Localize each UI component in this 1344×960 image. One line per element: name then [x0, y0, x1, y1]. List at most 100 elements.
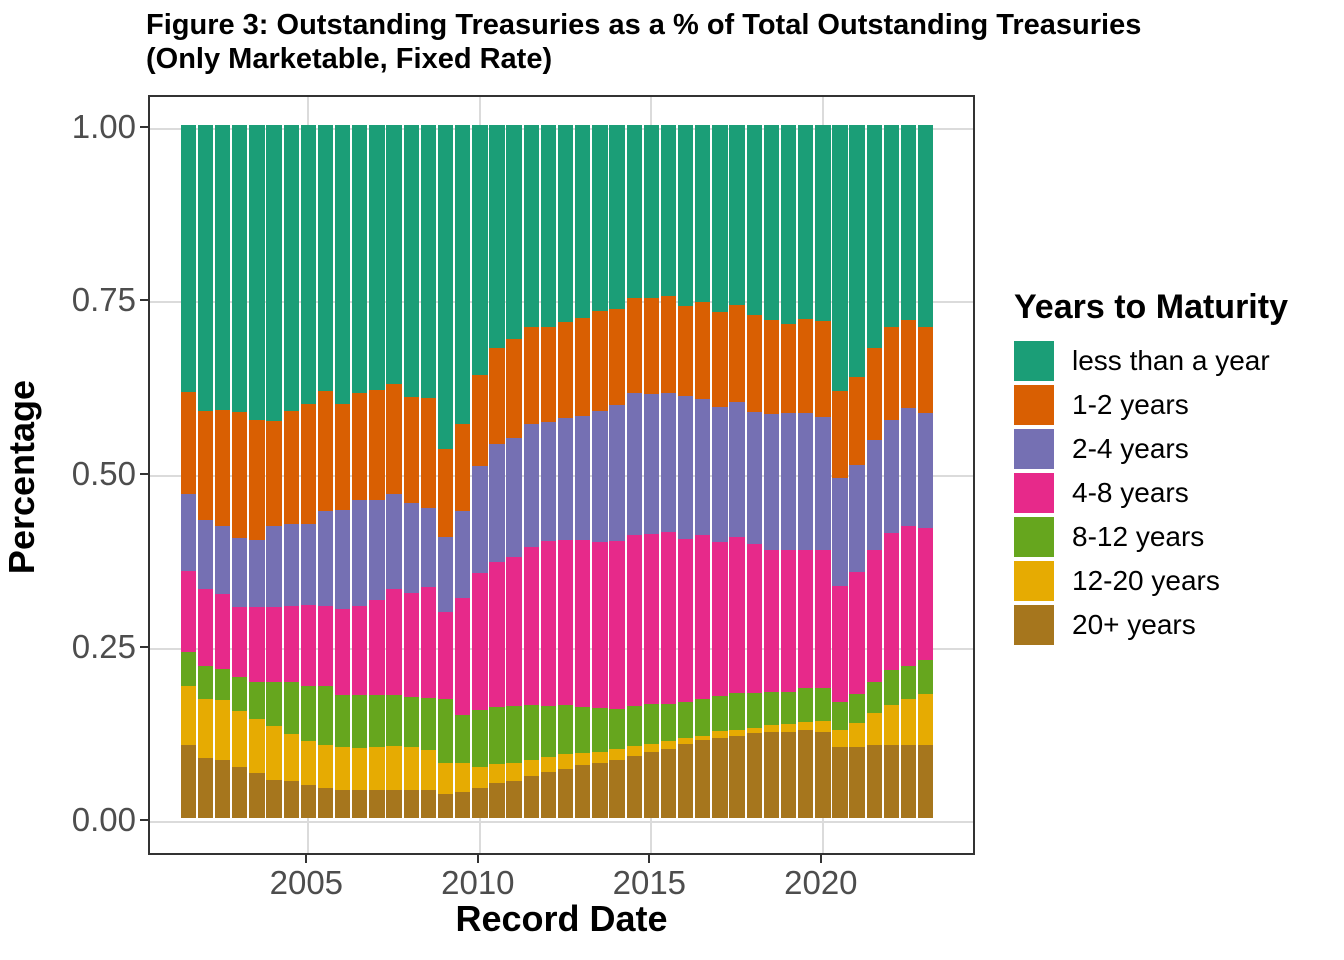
stacked-bar-2006	[334, 125, 351, 818]
segment-less-than-a-year	[883, 125, 900, 327]
segment-8-12-years	[180, 651, 196, 687]
segment-2-4-years	[232, 538, 248, 607]
segment-8-12-years	[506, 706, 522, 764]
segment-8-12-years	[386, 694, 402, 746]
segment-8-12-years	[798, 687, 814, 722]
stacked-bar-2021	[849, 125, 865, 818]
segment-8-12-years	[523, 705, 539, 760]
segment-20-years	[180, 744, 196, 818]
segment-20-years	[746, 732, 762, 818]
segment-less-than-a-year	[609, 125, 625, 309]
stacked-bar-2021.5	[866, 125, 882, 818]
segment-less-than-a-year	[712, 125, 728, 313]
segment-1-2-years	[523, 326, 539, 425]
segment-2-4-years	[746, 411, 762, 545]
segment-2-4-years	[334, 510, 351, 610]
segment-4-8-years	[729, 537, 745, 694]
stacked-bar-2005	[300, 125, 317, 818]
segment-12-20-years	[266, 725, 282, 780]
segment-2-4-years	[455, 511, 471, 599]
segment-less-than-a-year	[900, 125, 917, 321]
stacked-bar-2019	[780, 125, 797, 818]
segment-1-2-years	[883, 326, 900, 421]
segment-1-2-years	[763, 320, 780, 415]
segment-20-years	[832, 746, 848, 818]
segment-4-8-years	[763, 549, 780, 692]
stacked-bar-2001.5	[180, 125, 196, 818]
segment-20-years	[798, 730, 814, 818]
segment-8-12-years	[489, 707, 505, 764]
segment-12-20-years	[334, 747, 351, 790]
stacked-bar-2008.5	[420, 125, 437, 818]
segment-8-12-years	[900, 665, 917, 699]
segment-4-8-years	[472, 573, 488, 710]
segment-12-20-years	[780, 724, 797, 733]
stacked-bar-2010	[472, 125, 488, 818]
segment-20-years	[900, 744, 917, 818]
stacked-bar-2012.5	[557, 125, 574, 818]
segment-12-20-years	[918, 693, 934, 745]
segment-1-2-years	[403, 396, 419, 504]
segment-less-than-a-year	[849, 125, 865, 378]
segment-1-2-years	[472, 375, 488, 466]
segment-8-12-years	[437, 698, 454, 764]
segment-4-8-years	[540, 540, 557, 706]
segment-2-4-years	[214, 525, 231, 594]
segment-8-12-years	[660, 703, 677, 742]
segment-12-20-years	[317, 744, 334, 788]
segment-4-8-years	[352, 605, 368, 696]
segment-12-20-years	[232, 711, 248, 767]
segment-1-2-years	[746, 314, 762, 412]
segment-8-12-years	[472, 709, 488, 767]
segment-less-than-a-year	[472, 125, 488, 376]
segment-12-20-years	[883, 705, 900, 745]
segment-8-12-years	[677, 702, 694, 739]
segment-1-2-years	[334, 404, 351, 511]
x-tick-mark	[648, 855, 651, 863]
segment-4-8-years	[249, 607, 265, 682]
segment-less-than-a-year	[352, 125, 368, 394]
segment-4-8-years	[317, 605, 334, 687]
stacked-bar-2003	[232, 125, 248, 818]
segment-4-8-years	[266, 606, 282, 683]
segment-2-4-years	[918, 413, 934, 528]
segment-4-8-years	[557, 540, 574, 706]
segment-1-2-years	[506, 339, 522, 439]
segment-less-than-a-year	[523, 125, 539, 327]
segment-12-20-years	[592, 751, 608, 764]
segment-less-than-a-year	[832, 125, 848, 392]
segment-20-years	[575, 765, 591, 818]
segment-less-than-a-year	[403, 125, 419, 397]
segment-12-20-years	[849, 723, 865, 747]
segment-less-than-a-year	[180, 125, 196, 392]
segment-1-2-years	[609, 308, 625, 406]
legend-label: 1-2 years	[1072, 389, 1189, 420]
segment-2-4-years	[866, 440, 882, 550]
segment-8-12-years	[317, 686, 334, 745]
segment-2-4-years	[369, 499, 385, 601]
stacked-bar-2003.5	[249, 125, 265, 818]
segment-20-years	[557, 768, 574, 818]
segment-12-20-years	[695, 735, 711, 740]
segment-8-12-years	[455, 715, 471, 764]
segment-1-2-years	[780, 323, 797, 414]
segment-less-than-a-year	[334, 125, 351, 405]
stacked-bar-2017.5	[729, 125, 745, 818]
segment-1-2-years	[214, 409, 231, 526]
segment-less-than-a-year	[455, 125, 471, 425]
segment-less-than-a-year	[660, 125, 677, 296]
segment-20-years	[352, 789, 368, 818]
segment-2-4-years	[249, 540, 265, 608]
segment-less-than-a-year	[592, 125, 608, 311]
segment-2-4-years	[780, 413, 797, 550]
legend-item-1-2-years: 1-2 years	[1014, 385, 1288, 425]
segment-less-than-a-year	[643, 125, 660, 299]
segment-1-2-years	[592, 310, 608, 412]
x-tick-mark	[819, 855, 822, 863]
legend-swatch	[1014, 605, 1054, 645]
segment-20-years	[283, 781, 299, 818]
chart-title-line1: Figure 3: Outstanding Treasuries as a % …	[146, 9, 1142, 41]
segment-2-4-years	[626, 392, 642, 535]
segment-4-8-years	[780, 549, 797, 692]
chart-title-line2: (Only Marketable, Fixed Rate)	[146, 43, 553, 75]
